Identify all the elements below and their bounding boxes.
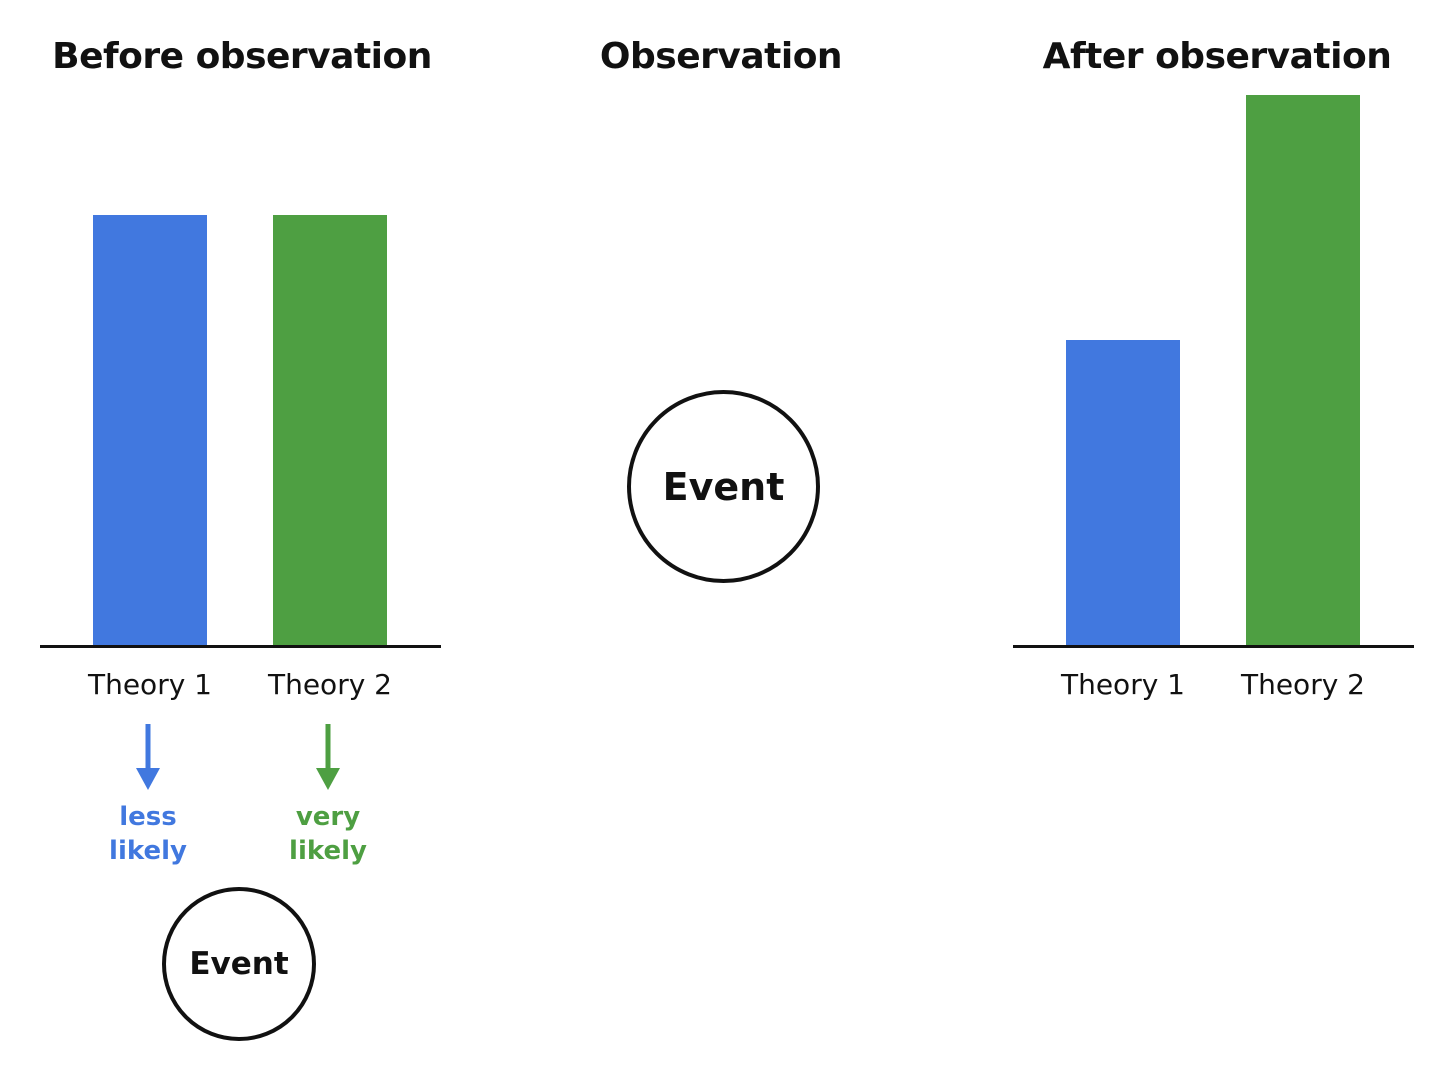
- after-theory2-label: Theory 2: [1240, 668, 1365, 701]
- less-likely-line2: likely: [109, 836, 187, 866]
- very-likely-label: very likely: [268, 800, 388, 868]
- observation-event-label: Event: [662, 464, 785, 509]
- before-baseline: [40, 645, 441, 648]
- very-likely-line2: likely: [289, 836, 367, 866]
- before-theory1-bar: [93, 215, 207, 645]
- very-likely-line1: very: [295, 802, 361, 832]
- less-likely-label: less likely: [88, 800, 208, 868]
- after-theory1-label: Theory 1: [1060, 668, 1185, 701]
- before-theory2-bar: [273, 215, 387, 645]
- after-panel-title: After observation: [1042, 36, 1392, 77]
- theory2-down-arrow-icon: [316, 724, 340, 790]
- after-baseline: [1013, 645, 1414, 648]
- less-likely-line1: less: [119, 802, 177, 832]
- before-event-label: Event: [189, 946, 289, 982]
- before-theory1-label: Theory 1: [87, 668, 212, 701]
- before-panel-title: Before observation: [52, 36, 432, 77]
- before-theory2-label: Theory 2: [267, 668, 392, 701]
- theory1-down-arrow-icon: [136, 724, 160, 790]
- before-event-circle: Event: [162, 887, 316, 1041]
- observation-event-circle: Event: [627, 390, 820, 583]
- observation-panel-title: Observation: [599, 36, 843, 77]
- after-theory2-bar: [1246, 95, 1360, 645]
- after-theory1-bar: [1066, 340, 1180, 645]
